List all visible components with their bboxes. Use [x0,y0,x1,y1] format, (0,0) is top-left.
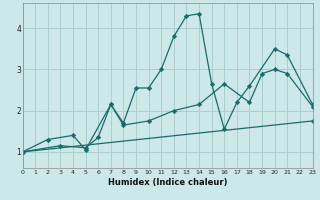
X-axis label: Humidex (Indice chaleur): Humidex (Indice chaleur) [108,178,227,187]
